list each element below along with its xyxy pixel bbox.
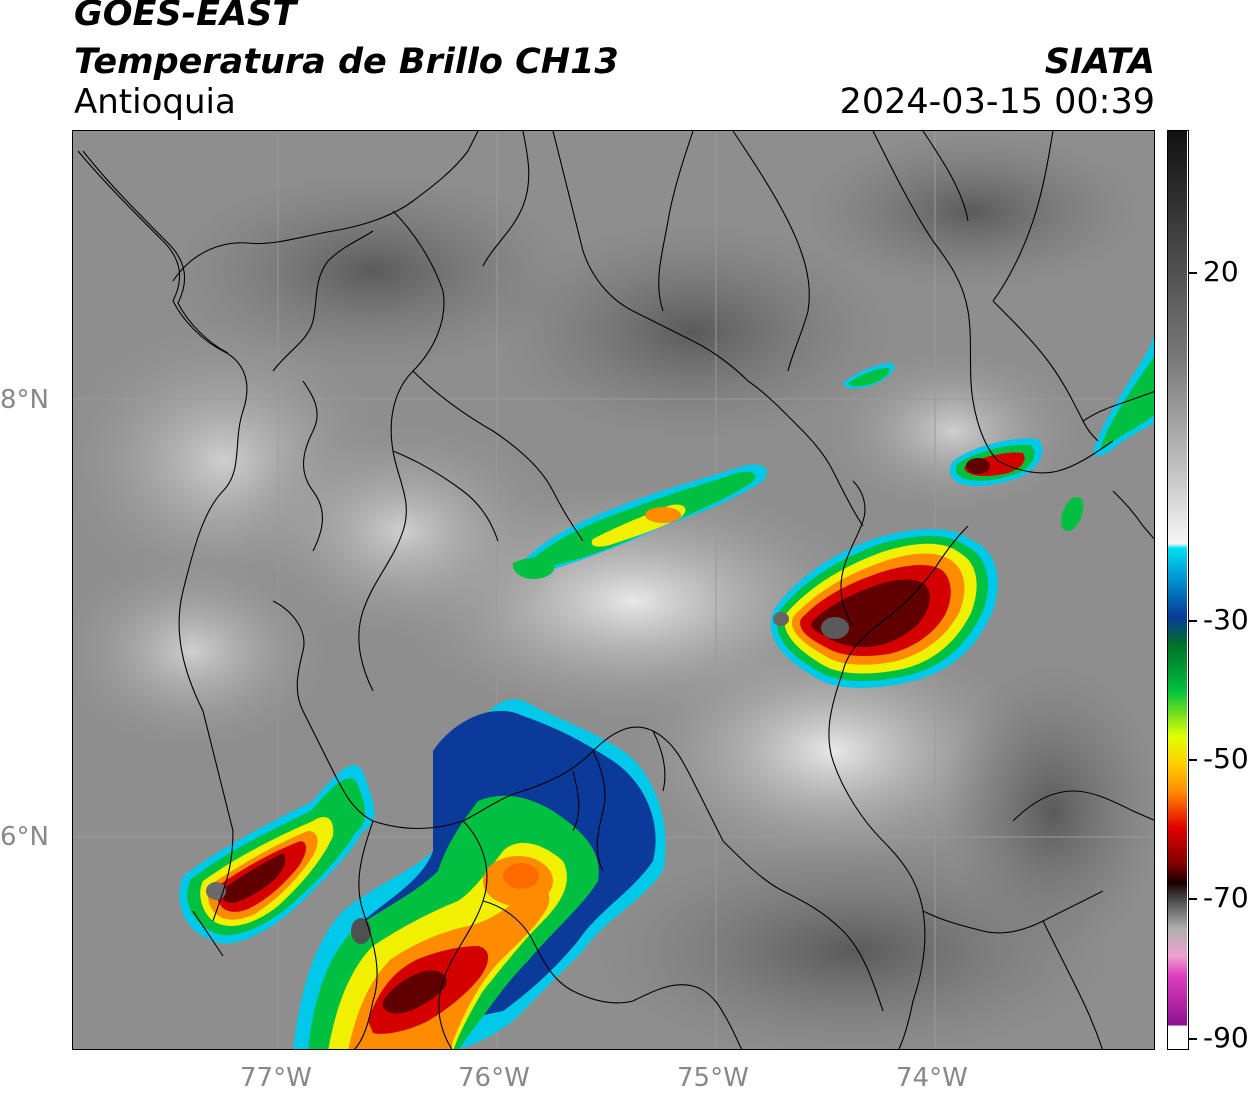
- colorbar-tick: [1189, 759, 1197, 761]
- colorbar-label-20: 20: [1203, 255, 1239, 288]
- cloud-patch: [173, 171, 573, 371]
- lon-label-77W: 77°W: [240, 1063, 312, 1093]
- colorbar-tick: [1189, 1038, 1197, 1040]
- storm-cell-northeast: [843, 336, 1154, 531]
- storm-cell-southwest: [179, 765, 375, 944]
- lon-label-76W: 76°W: [458, 1063, 530, 1093]
- colorbar-label-minus70: -70: [1203, 881, 1249, 914]
- colorbar-gradient: [1168, 131, 1187, 1048]
- colorbar-label-minus50: -50: [1203, 742, 1249, 775]
- colorbar-label-minus30: -30: [1203, 603, 1249, 636]
- boundary-lines: [77, 131, 1154, 1049]
- colorbar-label-minus90: -90: [1203, 1021, 1249, 1054]
- organization-label: SIATA: [1044, 42, 1155, 82]
- temperature-colorbar: [1167, 130, 1189, 1050]
- cloud-patch: [813, 341, 1093, 521]
- cloud-patch: [803, 131, 1143, 291]
- lat-label-6N: 6°N: [0, 822, 49, 852]
- colorbar-tick: [1189, 620, 1197, 622]
- cloud-patch: [943, 661, 1154, 961]
- colorbar-tick: [1189, 272, 1197, 274]
- lon-label-74W: 74°W: [896, 1063, 968, 1093]
- cloud-patch: [633, 631, 1033, 871]
- satellite-title: GOES-EAST: [74, 0, 297, 34]
- map-canvas: [73, 131, 1154, 1049]
- lat-label-8N: 8°N: [0, 385, 49, 415]
- storm-cell-central-band: [512, 464, 767, 579]
- timestamp-label: 2024-03-15 00:39: [839, 82, 1155, 122]
- product-title: Temperatura de Brillo CH13: [74, 42, 619, 82]
- region-label: Antioquia: [74, 82, 236, 122]
- satellite-map[interactable]: [72, 130, 1155, 1050]
- storm-cell-east: [770, 529, 998, 688]
- cloud-patch: [493, 221, 893, 441]
- lon-label-75W: 75°W: [677, 1063, 749, 1093]
- colorbar-tick: [1189, 898, 1197, 900]
